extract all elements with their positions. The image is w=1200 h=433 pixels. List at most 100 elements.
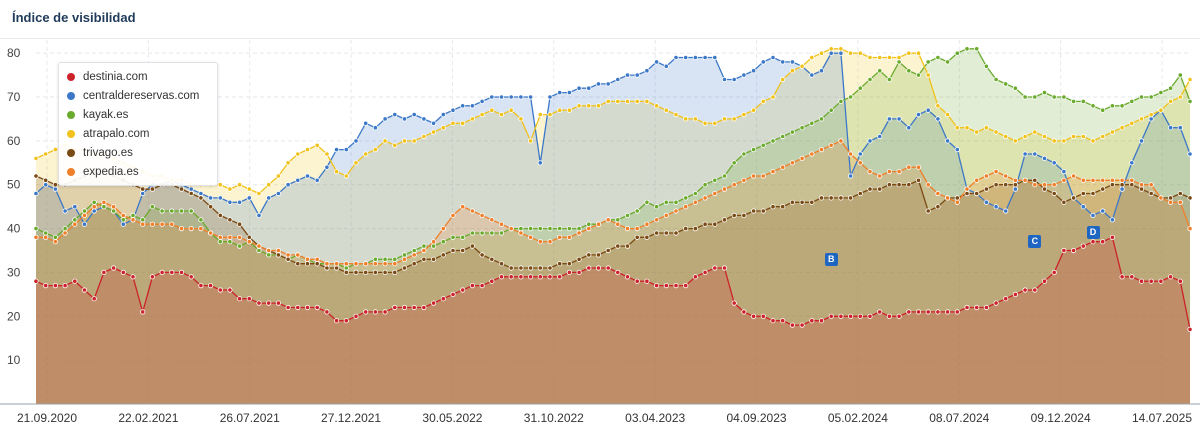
legend-item[interactable]: atrapalo.com <box>67 124 211 143</box>
data-point <box>440 296 446 302</box>
data-point <box>1168 274 1174 280</box>
data-point <box>101 269 107 275</box>
data-point <box>770 318 776 324</box>
data-point <box>91 204 97 210</box>
data-point <box>944 195 951 201</box>
data-point <box>576 269 582 275</box>
data-point <box>479 230 485 236</box>
data-point <box>624 72 631 78</box>
data-point <box>547 226 553 232</box>
data-point <box>692 54 699 61</box>
legend-item[interactable]: trivago.es <box>67 143 211 162</box>
data-point <box>227 186 233 192</box>
data-point <box>838 50 844 56</box>
data-point <box>1109 182 1116 188</box>
data-point <box>1051 138 1057 144</box>
chart-legend: destinia.com centraldereservas.com kayak… <box>58 62 218 186</box>
legend-item[interactable]: centraldereservas.com <box>67 86 211 105</box>
data-point <box>964 304 970 311</box>
data-point <box>770 169 776 175</box>
data-point <box>877 133 883 140</box>
data-point <box>527 226 534 232</box>
data-point <box>780 76 786 83</box>
data-point <box>809 72 815 78</box>
data-point <box>392 261 398 267</box>
data-point <box>818 318 825 324</box>
data-point <box>450 107 456 113</box>
axis-layer: 10 20 30 40 50 60 70 80 21.09.2020 22.02.2021 26.0… <box>0 46 1200 425</box>
data-point <box>101 199 107 205</box>
legend-item[interactable]: kayak.es <box>67 105 211 124</box>
data-point <box>285 252 291 258</box>
data-point <box>1032 177 1038 183</box>
data-point <box>566 269 573 275</box>
data-point <box>750 208 757 214</box>
data-point <box>634 226 640 232</box>
data-point <box>1022 133 1028 140</box>
data-point <box>256 190 262 197</box>
data-point <box>479 98 485 105</box>
data-point <box>915 50 922 56</box>
data-point <box>489 107 495 113</box>
data-point <box>198 282 204 289</box>
data-point <box>440 252 446 258</box>
data-point <box>285 160 291 166</box>
data-point <box>644 221 650 227</box>
data-point <box>867 54 873 61</box>
data-point <box>712 177 718 183</box>
data-point <box>91 199 97 205</box>
data-point <box>285 304 291 311</box>
data-point <box>363 120 369 126</box>
data-point <box>401 252 408 258</box>
data-point <box>566 234 573 240</box>
event-marker-d[interactable]: D <box>1086 226 1100 240</box>
data-point <box>605 217 611 223</box>
data-point <box>1061 169 1067 175</box>
event-marker-b[interactable]: B <box>824 252 838 266</box>
data-point <box>1119 182 1125 188</box>
data-point <box>460 120 466 126</box>
data-point <box>1032 287 1038 293</box>
data-point <box>227 199 233 205</box>
legend-item[interactable]: expedia.es <box>67 162 211 181</box>
data-point <box>566 261 573 267</box>
data-point <box>1187 98 1193 105</box>
data-point <box>1003 173 1009 179</box>
data-point <box>595 265 602 271</box>
data-point <box>595 103 602 109</box>
data-point <box>1187 151 1193 157</box>
data-point <box>1012 85 1019 91</box>
data-point <box>557 226 563 232</box>
data-point <box>828 46 834 52</box>
data-point <box>828 142 834 148</box>
data-point <box>149 274 155 280</box>
series-area-trivago.es <box>36 171 1190 404</box>
data-point <box>1187 195 1193 201</box>
event-marker-c[interactable]: C <box>1028 235 1042 249</box>
data-point <box>1080 133 1086 140</box>
data-point <box>140 186 146 192</box>
data-point <box>188 186 194 192</box>
data-point <box>411 138 417 144</box>
data-point <box>1100 107 1106 113</box>
data-point <box>741 112 747 118</box>
legend-label: destinia.com <box>83 70 148 83</box>
data-point <box>120 221 126 227</box>
data-point <box>508 94 514 100</box>
legend-item[interactable]: destinia.com <box>67 67 211 86</box>
data-point <box>1168 98 1174 105</box>
data-point <box>692 199 699 205</box>
data-point <box>1148 116 1154 122</box>
data-point <box>285 182 291 188</box>
data-point <box>586 226 592 232</box>
data-point <box>770 54 776 61</box>
data-point <box>566 90 573 96</box>
data-point <box>111 208 117 214</box>
data-point <box>576 256 582 262</box>
data-point <box>692 274 699 280</box>
data-point <box>1071 195 1077 201</box>
data-point <box>140 217 146 223</box>
data-point <box>974 129 980 135</box>
data-point <box>149 221 155 227</box>
